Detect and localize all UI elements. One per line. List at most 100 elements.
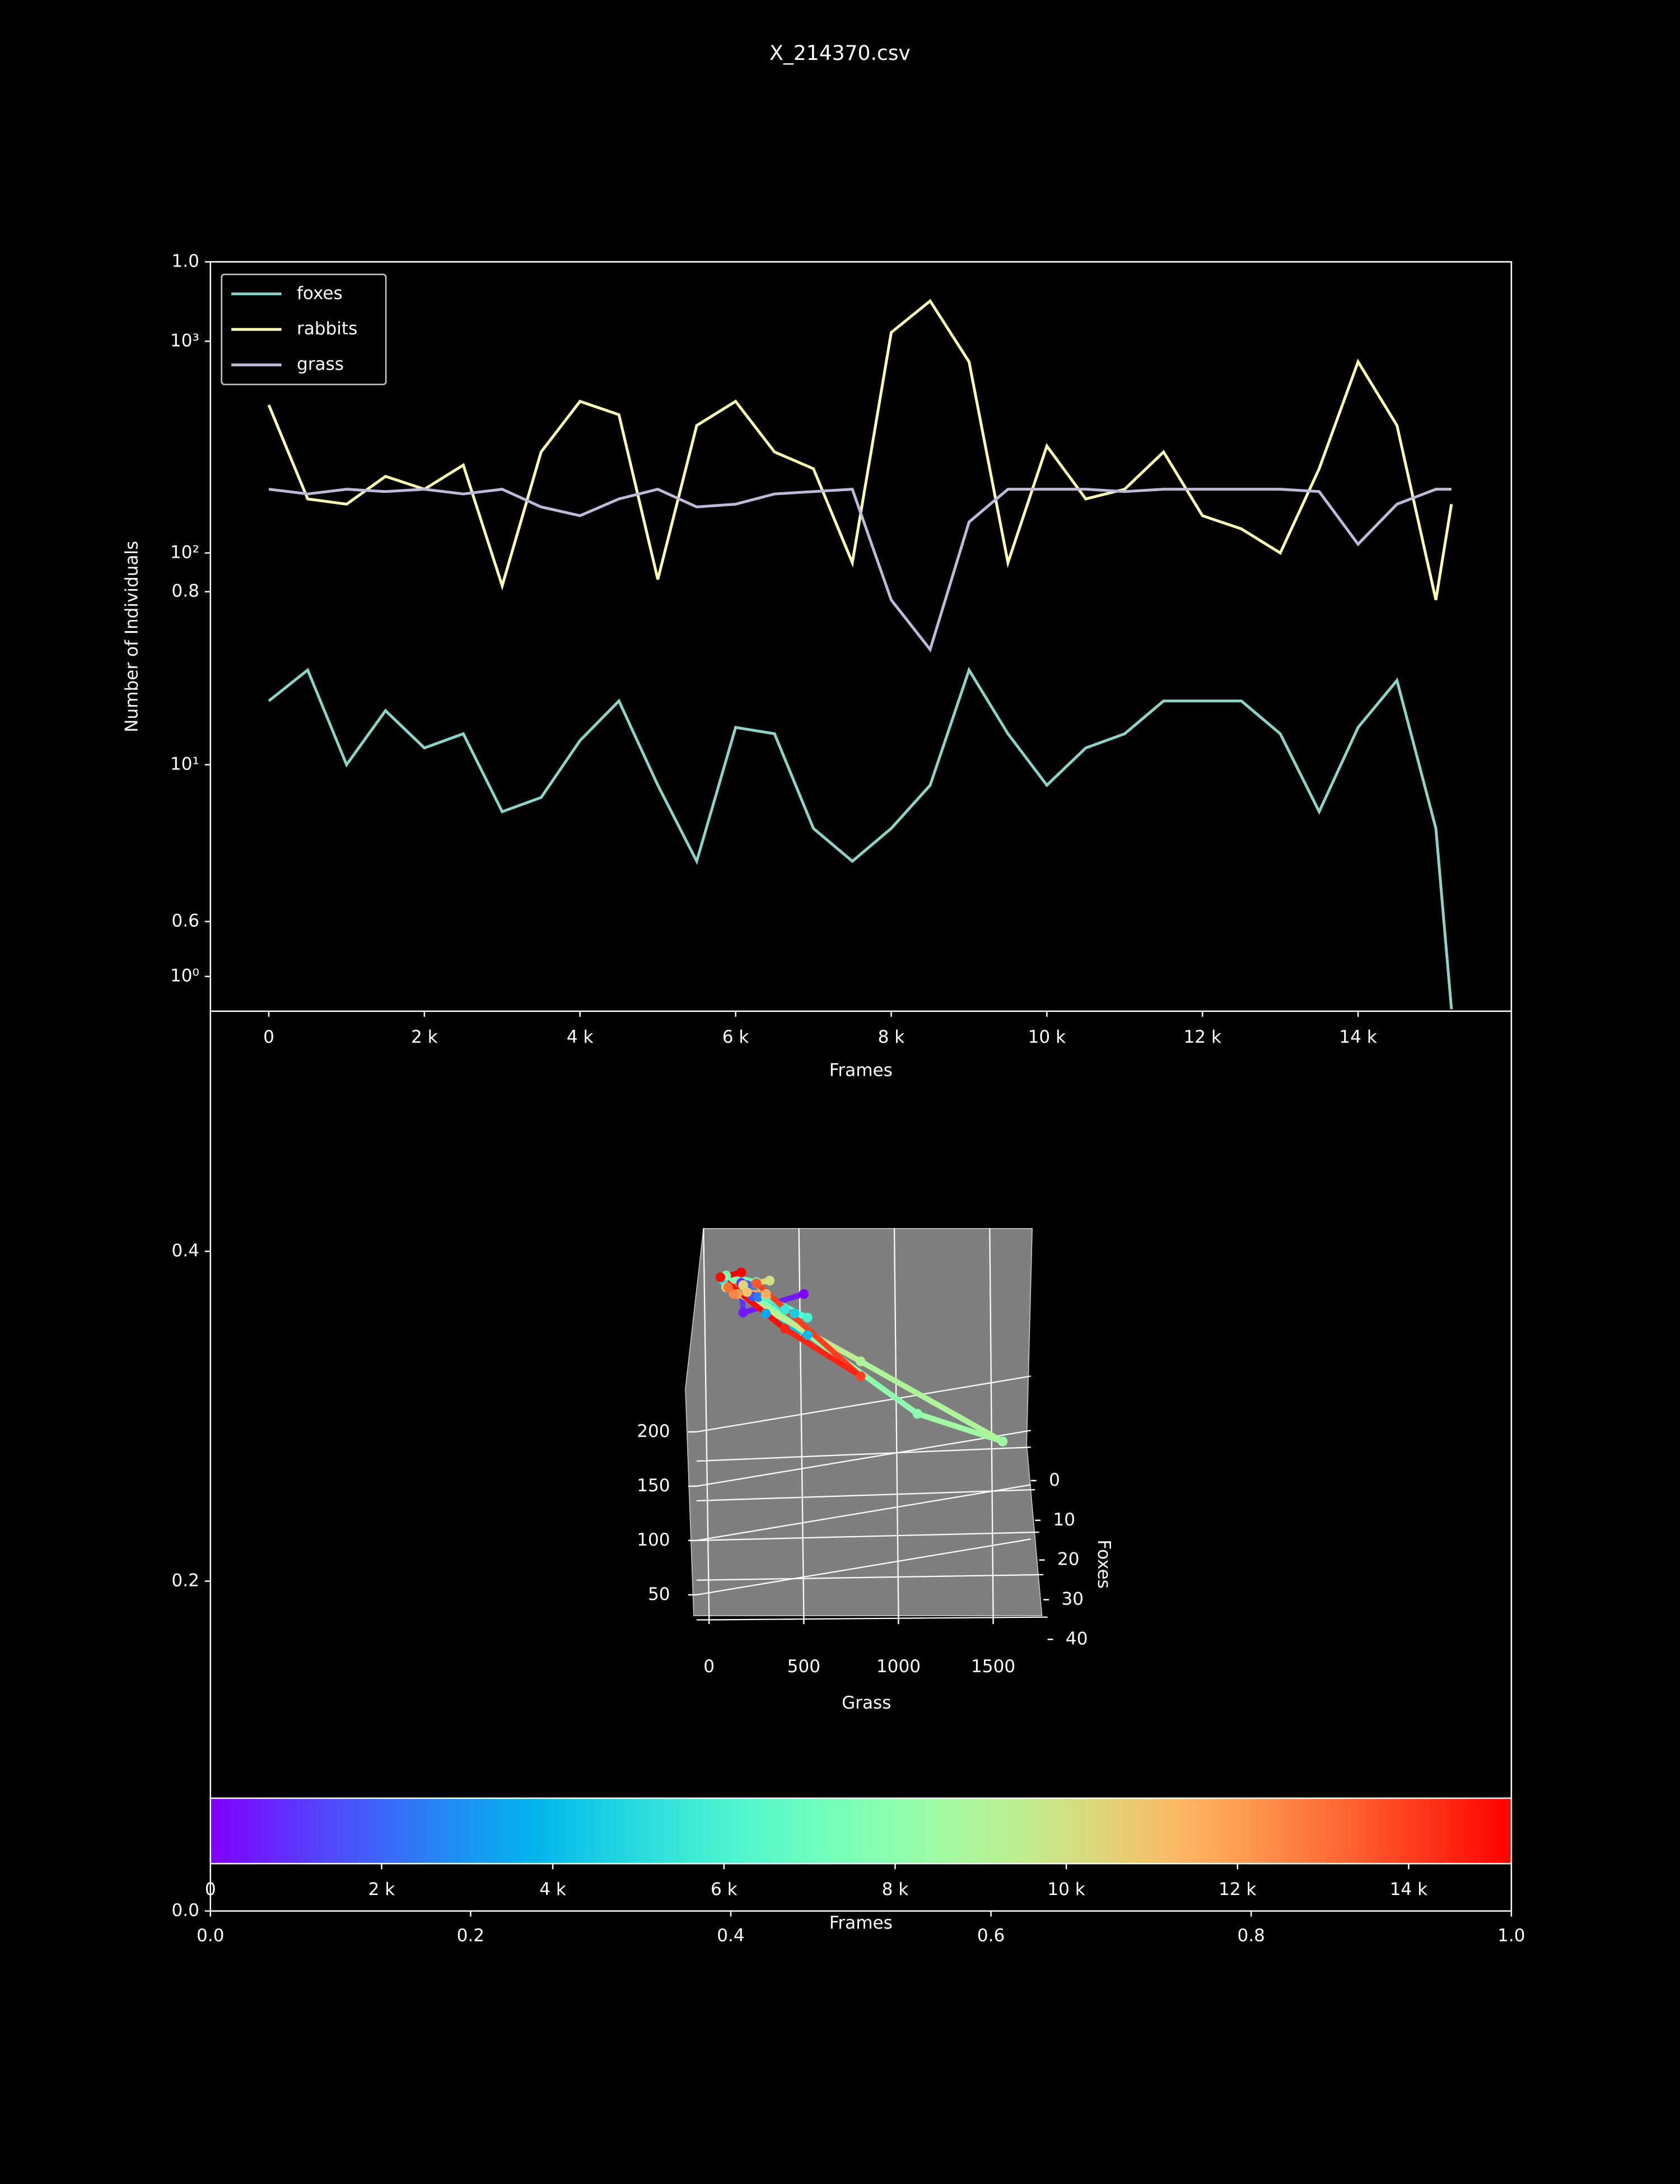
x-tick-label: 12 k: [1219, 1879, 1256, 1900]
grid-line: [893, 1228, 899, 1616]
x-tick-label: 1000: [876, 1656, 921, 1677]
grid-line: [696, 1484, 1031, 1541]
y-tick-label: 0.4: [171, 1241, 199, 1261]
y-tick-label: 20: [1057, 1550, 1080, 1570]
x-tick-label: 0: [263, 1027, 274, 1047]
legend-label: foxes: [297, 283, 343, 304]
x-tick-label: 8 k: [882, 1879, 909, 1900]
trajectory-point: [760, 1289, 771, 1299]
y-tick-label: 0.2: [171, 1571, 199, 1591]
grid-line: [696, 1488, 1035, 1502]
grid-line: [703, 1228, 710, 1616]
trajectory-point: [738, 1308, 748, 1318]
y-tick-label: 0.8: [171, 581, 199, 601]
y-tick-label: 40: [1066, 1628, 1088, 1649]
x-tick-label: 1.0: [1497, 1925, 1525, 1945]
y-tick-label: 0: [1049, 1470, 1060, 1490]
x-tick-label: 0.6: [977, 1925, 1005, 1945]
trajectory-point: [799, 1289, 809, 1299]
y-tick-label: 10⁰: [170, 966, 199, 986]
trajectory-point: [753, 1292, 763, 1302]
colorbar: [209, 1797, 1513, 1865]
trajectory-link: [914, 1411, 1006, 1445]
trajectory-point: [715, 1272, 726, 1282]
series-line: [268, 487, 1452, 653]
trajectory-point: [752, 1278, 762, 1289]
y-axis-label: Foxes: [1094, 1539, 1114, 1589]
x-tick-label: 4 k: [567, 1027, 594, 1047]
trajectory-point: [729, 1289, 739, 1299]
x-axis-label: Frames: [829, 1061, 893, 1081]
plot-area: [209, 261, 1513, 1012]
x-tick-label: 500: [787, 1656, 820, 1677]
grid-line: [696, 1446, 1031, 1462]
z-tick-label: 150: [637, 1476, 670, 1496]
chart-title: X_214370.csv: [769, 41, 911, 65]
y-tick-label: 1.0: [171, 251, 199, 272]
x-tick-label: 2 k: [368, 1879, 395, 1900]
x-tick-label: 10 k: [1047, 1879, 1085, 1900]
trajectory-point: [780, 1305, 790, 1315]
trajectory-point: [736, 1267, 746, 1277]
x-tick-label: 8 k: [878, 1027, 905, 1047]
x-tick-label: 0.0: [197, 1925, 224, 1945]
z-tick-label: 100: [637, 1530, 670, 1550]
x-tick-label: 14 k: [1339, 1027, 1376, 1047]
x-tick-label: 12 k: [1184, 1027, 1221, 1047]
legend-box: [221, 273, 387, 385]
grid-line: [696, 1430, 1031, 1487]
x-tick-label: 10 k: [1028, 1027, 1066, 1047]
grid-line: [696, 1574, 1044, 1581]
series-line: [267, 298, 1453, 600]
x-tick-label: 0: [703, 1656, 715, 1677]
pane: [685, 1228, 1043, 1616]
grid-line: [696, 1375, 1031, 1432]
trajectory-point: [723, 1282, 733, 1292]
z-tick-label: 200: [637, 1421, 670, 1441]
z-tick-label: 50: [648, 1584, 670, 1604]
trajectory-link: [753, 1280, 864, 1379]
trajectory-point: [802, 1330, 813, 1340]
x-tick-label: 1500: [971, 1656, 1015, 1677]
x-tick-label: 4 k: [539, 1879, 566, 1900]
x-tick-label: 0.4: [717, 1925, 744, 1945]
grid-line: [696, 1531, 1039, 1542]
trajectory-point: [912, 1408, 922, 1419]
x-tick-label: 0.2: [457, 1925, 484, 1945]
x-tick-label: 6 k: [711, 1879, 738, 1900]
y-tick-label: 30: [1061, 1589, 1084, 1609]
y-tick-label: 10¹: [170, 754, 199, 774]
trajectory-point: [764, 1276, 775, 1286]
x-tick-label: 6 k: [722, 1027, 749, 1047]
series-line: [268, 666, 1453, 1010]
legend-label: grass: [297, 354, 344, 375]
trajectory-point: [856, 1356, 866, 1366]
x-axis-label: Grass: [842, 1693, 891, 1713]
trajectory-link: [857, 1359, 1006, 1445]
y-tick-label: 0.6: [171, 911, 199, 931]
x-tick-label: 2 k: [411, 1027, 438, 1047]
x-tick-label: 14 k: [1390, 1879, 1427, 1900]
trajectory-point: [760, 1309, 771, 1319]
x-tick-label: 0.8: [1238, 1925, 1265, 1945]
y-tick-label: 10²: [170, 542, 199, 562]
trajectory-point: [742, 1287, 752, 1298]
y-tick-label: 0.0: [171, 1901, 199, 1921]
trajectory-link: [782, 1326, 864, 1379]
trajectory-point: [856, 1371, 866, 1382]
trajectory-point: [789, 1308, 800, 1319]
x-tick-label: 0: [205, 1879, 216, 1900]
y-tick-label: 10: [1053, 1510, 1076, 1530]
legend-label: rabbits: [297, 319, 357, 339]
y-axis-label: Number of Individuals: [122, 541, 142, 732]
grid-line: [989, 1228, 994, 1616]
trajectory-point: [997, 1436, 1008, 1446]
grid-line: [696, 1538, 1031, 1595]
x-axis-label: Frames: [829, 1913, 893, 1933]
y-tick-label: 10³: [170, 330, 199, 351]
grid-line: [696, 1616, 1048, 1621]
trajectory-point: [802, 1313, 813, 1323]
trajectory-point: [780, 1324, 790, 1334]
